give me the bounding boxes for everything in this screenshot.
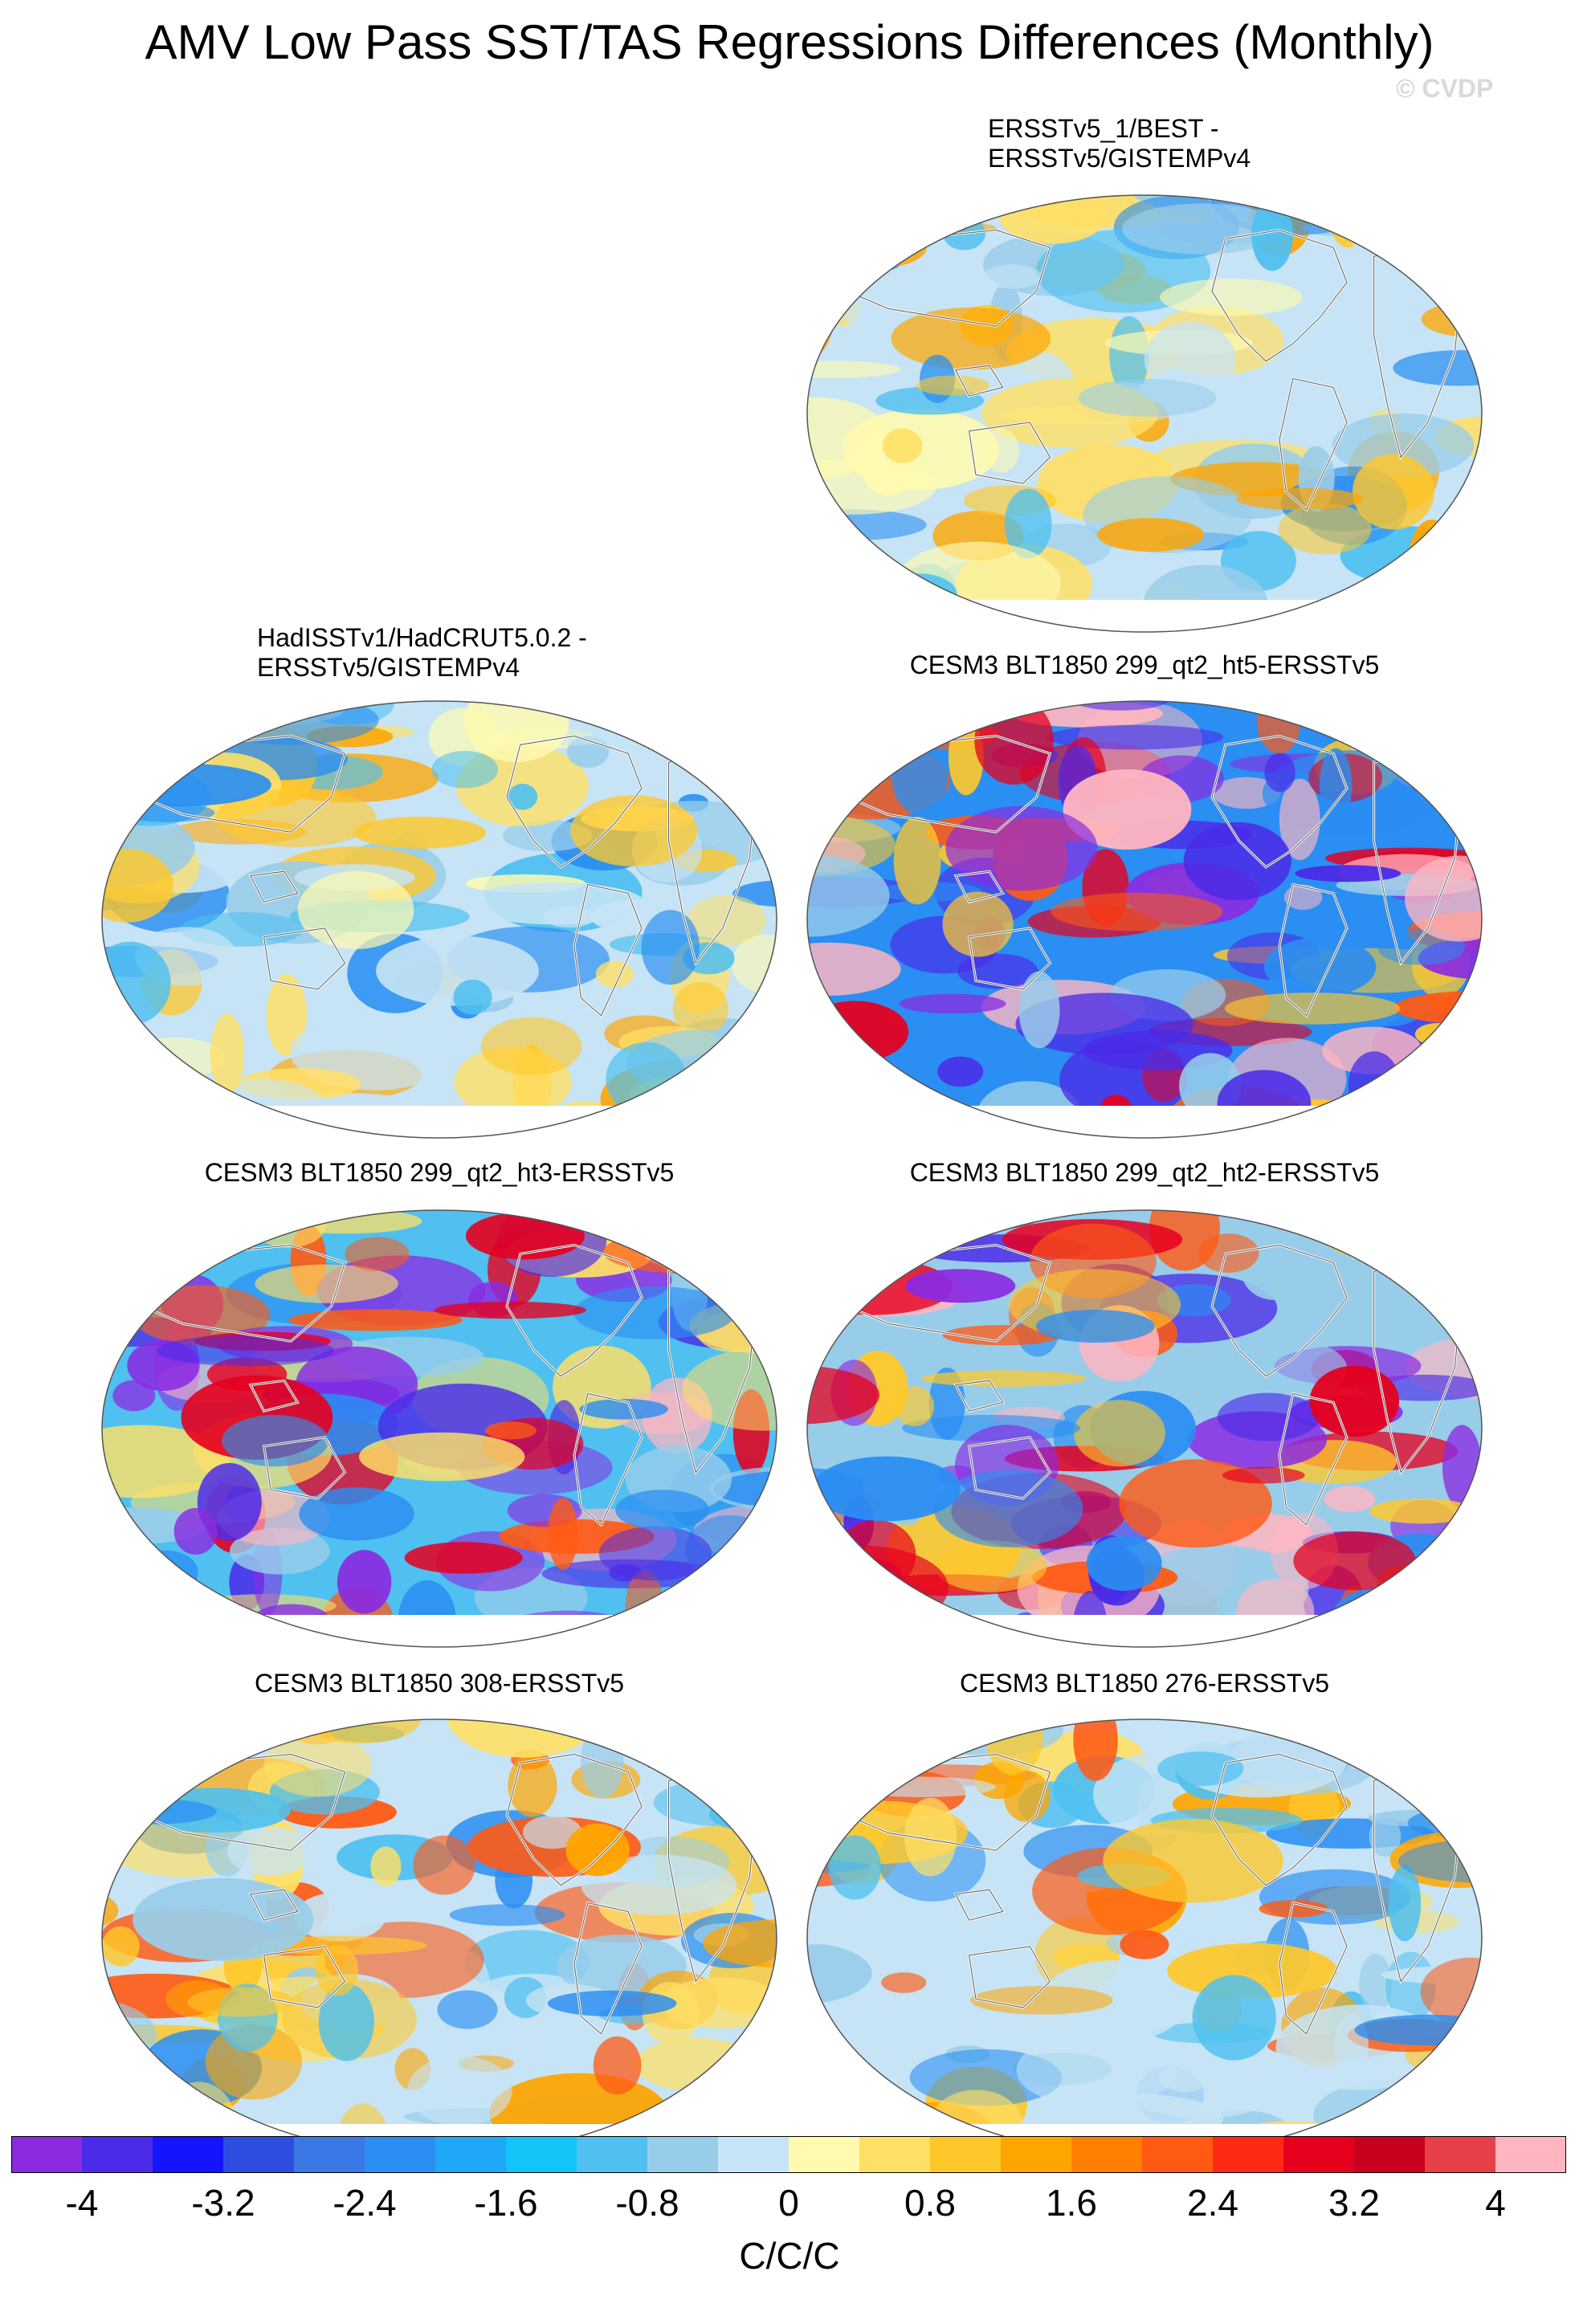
panel-title: CESM3 BLT1850 299_qt2_ht2-ERSSTv5 <box>795 1158 1494 1188</box>
colorbar-swatch <box>153 2136 224 2173</box>
panel-title-line-2: ERSSTv5/GISTEMPv4 <box>988 144 1251 173</box>
panel-title-line-1: CESM3 BLT1850 308-ERSSTv5 <box>254 1669 625 1698</box>
panel-title-line-1: HadISSTv1/HadCRUT5.0.2 - <box>257 623 587 652</box>
colorbar-swatch <box>789 2136 860 2173</box>
colorbar-tick-label: 3.2 <box>1328 2182 1380 2224</box>
colorbar-swatch <box>1495 2136 1566 2173</box>
colorbar-swatch <box>577 2136 648 2173</box>
colorbar-swatch <box>1071 2136 1143 2173</box>
colorbar-swatch <box>223 2136 295 2173</box>
global-map <box>806 700 1483 1139</box>
global-map <box>101 1719 777 2157</box>
colorbar-units: C/C/C <box>739 2235 840 2277</box>
panel-title: HadISSTv1/HadCRUT5.0.2 - ERSSTv5/GISTEMP… <box>257 623 789 683</box>
map-panel-ht5: CESM3 BLT1850 299_qt2_ht5-ERSSTv5 <box>795 650 1494 1164</box>
panel-title-line-1: CESM3 BLT1850 299_qt2_ht2-ERSSTv5 <box>909 1158 1380 1187</box>
colorbar-tick-label: -4 <box>65 2182 99 2224</box>
map-panel-308: CESM3 BLT1850 308-ERSSTv5 <box>90 1669 789 2183</box>
colorbar-swatch <box>294 2136 365 2173</box>
panel-title: CESM3 BLT1850 276-ERSSTv5 <box>795 1669 1494 1698</box>
colorbar-swatch <box>506 2136 577 2173</box>
panel-title: CESM3 BLT1850 308-ERSSTv5 <box>90 1669 789 1698</box>
colorbar-swatch <box>718 2136 790 2173</box>
panel-title: CESM3 BLT1850 299_qt2_ht3-ERSSTv5 <box>90 1158 789 1188</box>
panel-title-line-1: ERSSTv5_1/BEST - <box>988 114 1219 143</box>
colorbar-tick-label: -1.6 <box>474 2182 538 2224</box>
panel-title-line-2: ERSSTv5/GISTEMPv4 <box>257 653 520 682</box>
panel-title-line-1: CESM3 BLT1850 299_qt2_ht5-ERSSTv5 <box>909 650 1380 679</box>
global-map <box>806 1719 1483 2157</box>
colorbar-swatch <box>365 2136 436 2173</box>
colorbar-tick-label: 2.4 <box>1187 2182 1238 2224</box>
colorbar-swatch <box>1425 2136 1496 2173</box>
global-map <box>806 194 1483 633</box>
panel-title-line-1: CESM3 BLT1850 299_qt2_ht3-ERSSTv5 <box>204 1158 675 1187</box>
colorbar-swatch <box>1354 2136 1426 2173</box>
panel-title-line-1: CESM3 BLT1850 276-ERSSTv5 <box>959 1669 1330 1698</box>
colorbar-tick-label: 0 <box>778 2182 799 2224</box>
colorbar-swatch <box>1283 2136 1355 2173</box>
panel-title: CESM3 BLT1850 299_qt2_ht5-ERSSTv5 <box>795 650 1494 680</box>
colorbar-swatch <box>930 2136 1002 2173</box>
colorbar-swatch <box>1001 2136 1072 2173</box>
colorbar <box>11 2136 1566 2173</box>
map-panel-276: CESM3 BLT1850 276-ERSSTv5 <box>795 1669 1494 2183</box>
panel-title: ERSSTv5_1/BEST - ERSSTv5/GISTEMPv4 <box>988 114 1494 173</box>
map-panel-hadisst-hadcrut: HadISSTv1/HadCRUT5.0.2 - ERSSTv5/GISTEMP… <box>90 623 789 1139</box>
colorbar-swatch <box>82 2136 153 2173</box>
figure-title: AMV Low Pass SST/TAS Regressions Differe… <box>145 15 1434 69</box>
colorbar-swatch <box>1142 2136 1214 2173</box>
colorbar-tick-label: -2.4 <box>333 2182 397 2224</box>
colorbar-swatch <box>647 2136 719 2173</box>
global-map <box>101 700 777 1139</box>
colorbar-tick-labels: -4 -3.2 -2.4 -1.6 -0.8 0 0.8 1.6 2.4 3.2 4 <box>0 2181 1579 2229</box>
copyright-watermark: © CVDP <box>1396 74 1494 103</box>
colorbar-tick-label: -3.2 <box>191 2182 255 2224</box>
global-map <box>101 1209 777 1648</box>
colorbar-swatch <box>11 2136 83 2173</box>
colorbar-tick-label: 1.6 <box>1046 2182 1097 2224</box>
map-panel-ht3: CESM3 BLT1850 299_qt2_ht3-ERSSTv5 <box>90 1158 789 1672</box>
colorbar-swatch <box>435 2136 507 2173</box>
global-map <box>806 1209 1483 1648</box>
colorbar-tick-label: 0.8 <box>904 2182 956 2224</box>
colorbar-swatch <box>1213 2136 1284 2173</box>
colorbar-tick-label: -0.8 <box>615 2182 679 2224</box>
map-panel-ersstv5-best: ERSSTv5_1/BEST - ERSSTv5/GISTEMPv4 <box>795 114 1494 633</box>
colorbar-swatch <box>859 2136 931 2173</box>
map-panel-ht2: CESM3 BLT1850 299_qt2_ht2-ERSSTv5 <box>795 1158 1494 1672</box>
colorbar-tick-label: 4 <box>1485 2182 1506 2224</box>
